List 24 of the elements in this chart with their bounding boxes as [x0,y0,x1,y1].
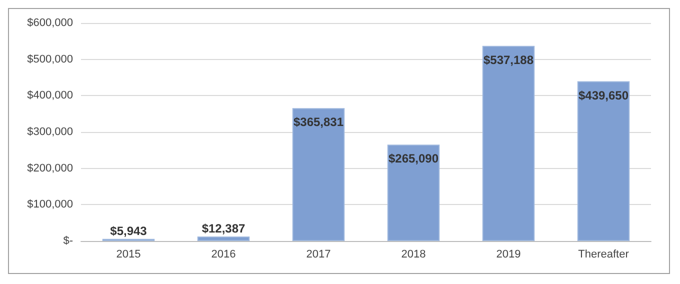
bar [387,144,440,241]
bar [292,108,345,241]
y-tick-label: $200,000 [27,162,73,174]
bar [482,46,535,241]
data-label: $5,943 [110,224,148,238]
y-tick-label: $100,000 [27,198,73,211]
data-label: $265,090 [388,152,439,166]
y-tick-label: $- [63,235,74,247]
y-tick-label: $500,000 [27,53,73,66]
bar [577,81,630,241]
data-label: $12,387 [202,222,246,236]
x-tick-label: 2017 [306,248,331,260]
y-tick-label: $300,000 [27,126,73,138]
data-label: $439,650 [578,88,629,102]
y-tick-label: $600,000 [27,17,73,29]
x-tick-label: 2016 [211,248,236,260]
bar [197,236,250,241]
x-tick-label: 2015 [116,248,141,260]
data-label: $537,188 [483,52,534,67]
data-label: $365,831 [293,115,344,130]
x-tick-label: 2018 [401,248,426,260]
x-tick-label: Thereafter [578,248,630,260]
x-tick-label: 2019 [496,248,521,260]
y-tick-label: $400,000 [27,90,73,102]
